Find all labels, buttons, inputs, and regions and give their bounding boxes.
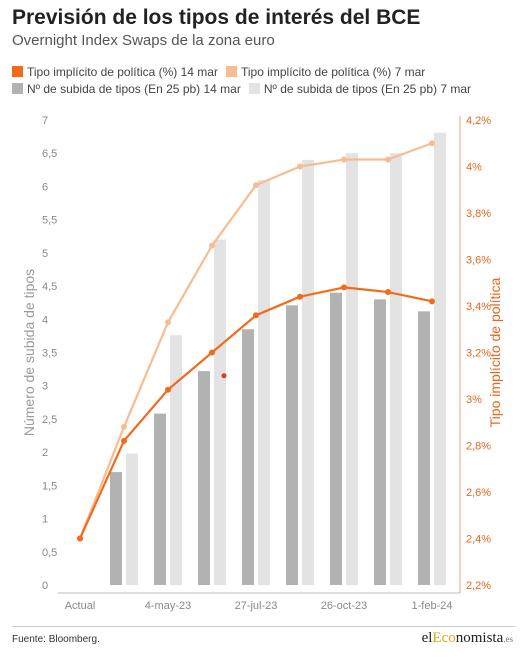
legend-swatch-rate-7mar	[225, 66, 237, 77]
annotation-point	[221, 373, 227, 379]
right-tick-label: 2,8%	[466, 441, 491, 453]
bar-hikes-7mar	[126, 453, 138, 585]
point-rate-14mar	[341, 284, 347, 291]
legend-item-rate-14mar: Tipo implícito de política (%) 14 mar	[12, 65, 218, 79]
right-tick-label: 4,2%	[466, 115, 491, 127]
right-axis-title: Tipo implícito de política	[487, 277, 503, 427]
legend-label-rate-7mar: Tipo implícito de política (%) 7 mar	[240, 64, 426, 79]
left-tick-label: 0,5	[42, 547, 57, 559]
point-rate-7mar	[209, 242, 215, 249]
legend-label-rate-14mar: Tipo implícito de política (%) 14 mar	[27, 64, 218, 79]
point-rate-14mar	[121, 437, 127, 444]
right-tick-label: 2,4%	[466, 534, 491, 546]
bar-hikes-14mar	[198, 371, 210, 585]
legend-swatch-hikes-7mar	[248, 83, 260, 94]
left-tick-label: 1	[42, 514, 48, 526]
left-tick-label: 0	[42, 580, 48, 592]
right-tick-label: 3%	[466, 394, 482, 406]
left-tick-label: 3,5	[42, 348, 57, 360]
bar-hikes-7mar	[390, 153, 402, 585]
chart-title: Previsión de los tipos de interés del BC…	[12, 6, 421, 29]
left-tick-label: 2	[42, 447, 48, 459]
bar-hikes-7mar	[170, 335, 182, 585]
legend: Tipo implícito de política (%) 14 mar Ti…	[12, 63, 517, 97]
point-rate-14mar	[165, 386, 171, 393]
left-axis-title: Número de subida de tipos	[21, 269, 37, 436]
bar-hikes-14mar	[242, 329, 254, 585]
bar-hikes-14mar	[330, 292, 342, 585]
legend-swatch-hikes-14mar	[12, 83, 23, 94]
legend-item-rate-7mar: Tipo implícito de política (%) 7 mar	[225, 64, 426, 79]
left-tick-label: 7	[42, 115, 48, 127]
right-tick-label: 2,6%	[466, 487, 491, 499]
point-rate-14mar	[253, 312, 259, 319]
brand-part-2: Eco	[432, 630, 456, 646]
bar-hikes-14mar	[154, 413, 166, 585]
right-tick-label: 4%	[466, 162, 482, 174]
bar-hikes-14mar	[286, 305, 298, 585]
footer-divider	[12, 626, 515, 627]
right-tick-label: 3,8%	[466, 208, 491, 220]
x-tick-label: 26-oct-23	[321, 600, 367, 612]
point-rate-7mar	[297, 163, 303, 170]
x-tick-label: 4-may-23	[145, 600, 191, 612]
right-tick-label: 3,2%	[466, 348, 491, 360]
brand-logo: elEconomista.es	[422, 630, 513, 647]
left-tick-label: 6,5	[42, 148, 57, 160]
left-tick-label: 3	[42, 381, 48, 393]
legend-label-hikes-14mar: Nº de subida de tipos (En 25 pb) 14 mar	[27, 81, 241, 96]
bar-hikes-7mar	[258, 179, 270, 585]
point-rate-14mar	[429, 298, 435, 305]
legend-row-2: Nº de subida de tipos (En 25 pb) 14 mar …	[12, 80, 517, 97]
legend-row-1: Tipo implícito de política (%) 14 mar Ti…	[12, 63, 517, 80]
left-tick-label: 4,5	[42, 281, 57, 293]
source-note: Fuente: Bloomberg.	[12, 634, 100, 645]
brand-part-3: nomista	[455, 630, 504, 646]
right-tick-label: 3,4%	[466, 301, 491, 313]
left-tick-label: 5	[42, 248, 48, 260]
point-rate-7mar	[253, 182, 259, 189]
left-tick-label: 2,5	[42, 414, 57, 426]
combo-chart: 0 0,5 1 1,5 2 2,5 3 3,5 4 4,5 5 5,5 6 6,5 7 2,2% 2,4% 2,6…	[21, 115, 503, 612]
legend-swatch-rate-14mar	[12, 66, 23, 77]
point-rate-14mar	[209, 349, 215, 356]
legend-item-hikes-7mar: Nº de subida de tipos (En 25 pb) 7 mar	[248, 81, 472, 96]
point-rate-14mar	[385, 289, 391, 296]
point-rate-7mar	[341, 156, 347, 163]
brand-part-1: el	[421, 630, 433, 646]
legend-item-hikes-14mar: Nº de subida de tipos (En 25 pb) 14 mar	[12, 82, 241, 96]
brand-suffix: .es	[503, 634, 513, 644]
x-tick-label: Actual	[65, 600, 96, 612]
bar-hikes-14mar	[374, 299, 386, 585]
chart-subtitle: Overnight Index Swaps de la zona euro	[12, 32, 275, 49]
bar-hikes-7mar	[434, 132, 446, 585]
left-tick-label: 5,5	[42, 215, 57, 227]
right-tick-label: 3,6%	[466, 255, 491, 267]
x-tick-label: 27-jul-23	[235, 600, 278, 612]
point-rate-7mar	[165, 319, 171, 326]
point-rate-7mar	[385, 156, 391, 163]
bar-hikes-7mar	[214, 239, 226, 586]
point-rate-7mar	[121, 423, 127, 430]
legend-label-hikes-7mar: Nº de subida de tipos (En 25 pb) 7 mar	[263, 81, 472, 96]
bar-hikes-7mar	[302, 159, 314, 585]
x-tick-label: 1-feb-24	[412, 600, 453, 612]
left-tick-label: 4	[42, 314, 48, 326]
point-rate-14mar	[77, 535, 83, 542]
point-rate-14mar	[297, 293, 303, 300]
point-rate-7mar	[429, 140, 435, 147]
left-tick-label: 1,5	[42, 480, 57, 492]
left-tick-label: 6	[42, 181, 48, 193]
bar-hikes-14mar	[418, 311, 430, 585]
bar-hikes-7mar	[346, 153, 358, 585]
right-tick-label: 2,2%	[466, 580, 491, 592]
bar-hikes-14mar	[110, 472, 122, 585]
